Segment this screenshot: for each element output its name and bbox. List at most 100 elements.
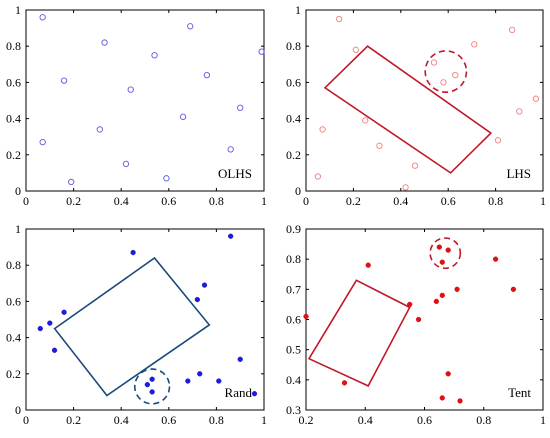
y-tick-label: 0.4 xyxy=(6,331,21,345)
x-tick-label: 0.6 xyxy=(417,413,432,427)
y-tick-label: 0.5 xyxy=(286,343,301,357)
data-point xyxy=(336,15,343,23)
x-tick-label: 0.8 xyxy=(209,413,224,427)
panel-lhs: 0 0.2 0.4 0.6 0.8 1 0 0.2 0.4 0.6 0.8 1 LHS xyxy=(286,3,546,208)
x-tick-label: 1 xyxy=(261,413,267,427)
data-point xyxy=(439,395,445,401)
cluster-circle xyxy=(133,368,171,405)
y-tick-label: 0.4 xyxy=(286,112,301,126)
data-point xyxy=(130,249,136,256)
x-tick-label: 0.6 xyxy=(161,194,176,208)
data-point xyxy=(439,259,445,265)
y-tick-label: 0.8 xyxy=(6,258,21,272)
region-rectangle xyxy=(307,279,411,387)
cluster-circle xyxy=(429,237,462,270)
data-point xyxy=(122,160,130,168)
data-point xyxy=(101,39,108,46)
panel-label: Tent xyxy=(508,385,531,400)
x-tick-label: 0 xyxy=(23,194,29,208)
data-point xyxy=(51,347,58,353)
data-point xyxy=(440,79,447,86)
y-tick-label: 1 xyxy=(295,3,301,17)
axes-box xyxy=(25,228,265,411)
data-point xyxy=(314,173,321,180)
y-tick-label: 0.7 xyxy=(286,282,301,296)
x-tick-label: 0.2 xyxy=(66,413,81,427)
axes-box xyxy=(25,9,265,192)
x-tick-label: 0.4 xyxy=(114,194,129,208)
region-rectangle xyxy=(53,256,211,397)
y-tick-label: 0.2 xyxy=(6,367,21,381)
data-point xyxy=(60,77,68,84)
data-point xyxy=(445,371,451,377)
x-tick-label: 0.2 xyxy=(66,194,81,208)
y-tick-label: 0.6 xyxy=(286,313,301,327)
y-tick-label: 0 xyxy=(295,184,301,198)
y-tick-label: 0.6 xyxy=(6,75,21,89)
data-point xyxy=(151,52,158,59)
data-point xyxy=(471,41,478,48)
data-point xyxy=(411,162,419,169)
data-point xyxy=(39,138,46,146)
x-tick-label: 0.6 xyxy=(161,413,176,427)
data-point xyxy=(509,26,516,34)
y-tick-label: 0.6 xyxy=(6,294,21,308)
y-tick-label: 1 xyxy=(15,222,21,236)
x-tick-label: 0.2 xyxy=(299,413,314,427)
data-point xyxy=(144,382,151,388)
data-point xyxy=(216,378,222,384)
axes-box xyxy=(305,9,544,192)
x-tick-label: 0 xyxy=(23,413,29,427)
data-point xyxy=(258,48,265,55)
data-point xyxy=(365,262,371,268)
y-tick-label: 0.8 xyxy=(6,39,21,53)
data-point xyxy=(376,142,383,149)
data-point xyxy=(47,320,53,326)
y-tick-label: 1 xyxy=(15,3,21,17)
data-point xyxy=(194,296,201,303)
panel-tent: 0.2 0.4 0.6 0.8 1 0.3 0.4 0.5 0.6 0.7 0.8 0.9 Tent xyxy=(286,222,546,427)
y-tick-label: 0.4 xyxy=(6,112,21,126)
axes-box xyxy=(305,228,544,411)
x-tick-label: 0.6 xyxy=(441,194,456,208)
y-tick-label: 0.4 xyxy=(286,373,301,387)
x-tick-label: 0.8 xyxy=(209,194,224,208)
data-point xyxy=(430,59,438,66)
data-point xyxy=(39,14,46,21)
y-tick-label: 0.8 xyxy=(286,252,301,266)
data-point xyxy=(185,378,191,384)
data-point xyxy=(203,72,211,79)
x-tick-label: 0.2 xyxy=(346,194,361,208)
data-point xyxy=(415,316,422,323)
data-point xyxy=(96,126,103,133)
x-tick-label: 0.8 xyxy=(476,413,491,427)
data-point xyxy=(341,380,348,386)
data-point xyxy=(37,325,43,332)
data-point xyxy=(445,247,451,253)
panel-olhs: 0 0.2 0.4 0.6 0.8 1 0 0.2 0.4 0.6 0.8 1 OLHS xyxy=(6,3,267,208)
y-tick-label: 0.3 xyxy=(286,403,301,417)
data-point xyxy=(439,292,445,299)
y-tick-label: 0.2 xyxy=(6,148,21,162)
data-point xyxy=(452,72,459,79)
panel-label: Rand xyxy=(225,385,253,400)
x-tick-label: 0.8 xyxy=(488,194,503,208)
data-point xyxy=(197,371,203,377)
y-tick-label: 0.2 xyxy=(286,148,301,162)
data-point xyxy=(407,301,413,308)
data-point xyxy=(237,104,244,111)
data-point xyxy=(68,178,75,186)
data-point xyxy=(237,356,243,362)
data-point xyxy=(127,86,134,93)
data-point xyxy=(251,391,258,397)
data-point xyxy=(61,309,67,315)
data-point xyxy=(436,244,442,250)
data-point xyxy=(516,108,523,115)
data-point xyxy=(149,376,155,382)
data-point xyxy=(494,137,502,144)
data-point xyxy=(457,398,463,404)
data-point xyxy=(228,233,234,239)
data-point xyxy=(149,389,155,395)
data-point xyxy=(187,23,194,30)
